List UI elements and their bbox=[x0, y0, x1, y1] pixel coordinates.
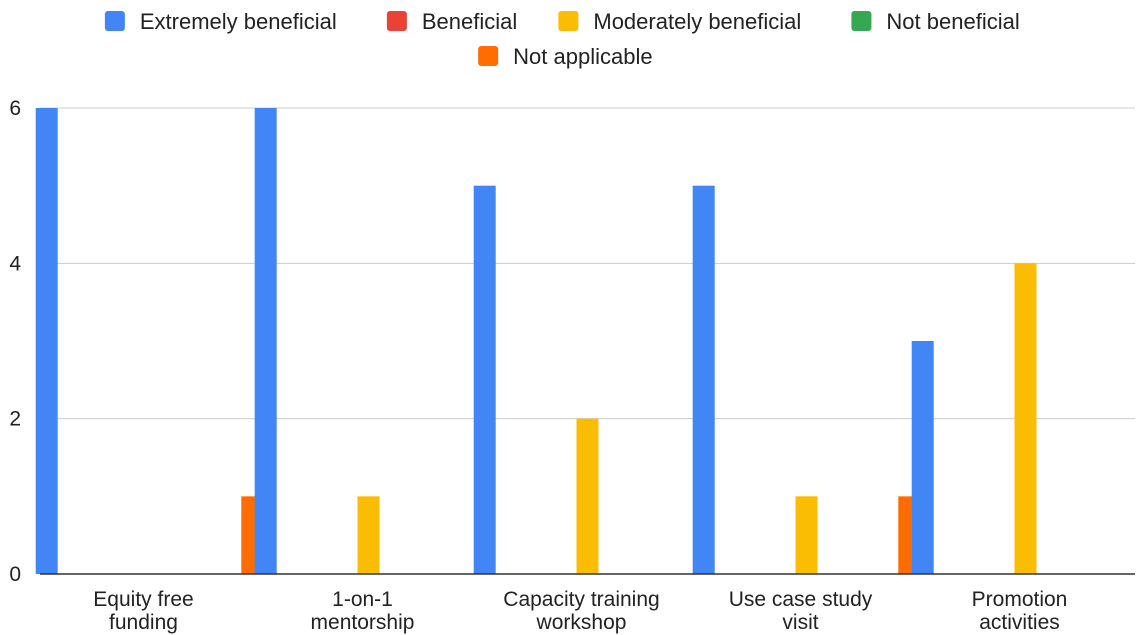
legend-label-extremely-beneficial: Extremely beneficial bbox=[140, 9, 337, 34]
y-axis-ticks: 0 2 4 6 bbox=[9, 97, 21, 586]
legend-swatch-extremely-beneficial bbox=[104, 11, 125, 31]
category-label: Equity free bbox=[93, 588, 193, 611]
y-tick-label: 4 bbox=[9, 252, 21, 275]
legend-swatch-beneficial bbox=[386, 11, 407, 31]
y-tick-label: 2 bbox=[9, 408, 21, 431]
category-label: activities bbox=[979, 611, 1060, 634]
legend-swatch-not-beneficial bbox=[851, 11, 872, 31]
category-label: funding bbox=[109, 611, 178, 634]
bar-moderately-beneficial bbox=[1014, 263, 1037, 574]
category-label: visit bbox=[782, 611, 818, 634]
legend-label-moderately-beneficial: Moderately beneficial bbox=[593, 9, 801, 34]
category-label: mentorship bbox=[311, 611, 415, 634]
category-label: Promotion bbox=[972, 588, 1068, 611]
category-label: workshop bbox=[536, 611, 627, 634]
bars bbox=[35, 108, 1037, 574]
category-label: 1-on-1 bbox=[332, 588, 393, 611]
bar-moderately-beneficial bbox=[576, 418, 599, 574]
legend-swatch-not-applicable bbox=[478, 46, 499, 66]
y-tick-label: 6 bbox=[9, 97, 21, 120]
legend-label-not-applicable: Not applicable bbox=[513, 44, 652, 69]
category-label: Capacity training bbox=[503, 588, 659, 611]
legend-label-not-beneficial: Not beneficial bbox=[886, 9, 1019, 34]
legend-label-beneficial: Beneficial bbox=[422, 9, 517, 34]
bar-moderately-beneficial bbox=[795, 496, 818, 574]
bar-extremely-beneficial bbox=[692, 185, 715, 574]
bar-extremely-beneficial bbox=[473, 185, 496, 574]
gridlines bbox=[40, 107, 1135, 420]
y-tick-label: 0 bbox=[9, 563, 21, 586]
bar-extremely-beneficial bbox=[254, 108, 277, 574]
legend-swatch-moderately-beneficial bbox=[558, 11, 579, 31]
bar-extremely-beneficial bbox=[35, 108, 58, 574]
category-label: Use case study bbox=[729, 588, 873, 611]
bar-extremely-beneficial bbox=[911, 341, 934, 574]
legend: Extremely beneficial Beneficial Moderately… bbox=[104, 9, 1020, 69]
bar-moderately-beneficial bbox=[357, 496, 380, 574]
